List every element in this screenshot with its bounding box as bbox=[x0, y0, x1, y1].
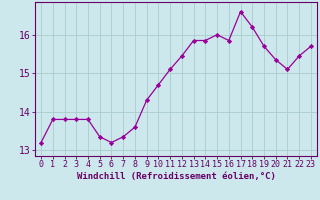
X-axis label: Windchill (Refroidissement éolien,°C): Windchill (Refroidissement éolien,°C) bbox=[76, 172, 276, 181]
